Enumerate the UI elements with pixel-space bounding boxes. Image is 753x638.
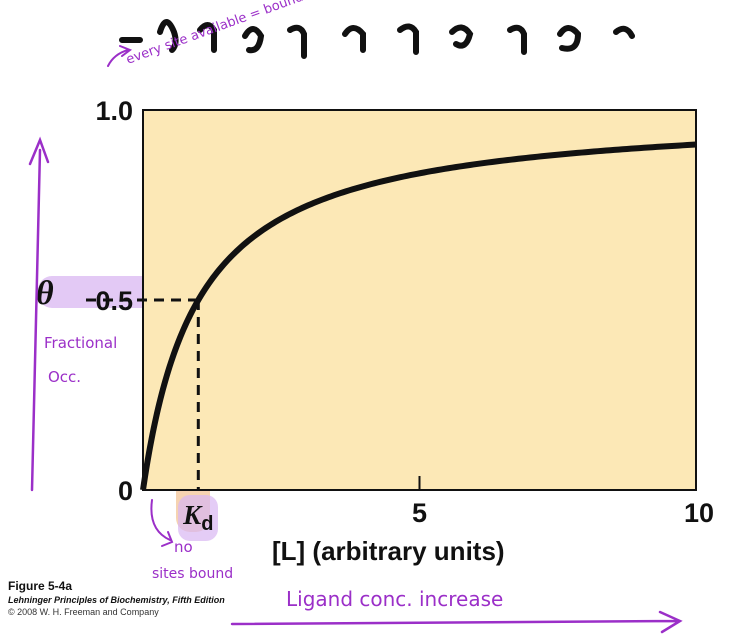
caption-book: Lehninger Principles of Biochemistry, Fi… — [8, 595, 225, 605]
figure-caption: Figure 5-4a Lehninger Principles of Bioc… — [8, 579, 225, 617]
x-arrow-icon — [230, 610, 683, 634]
x-axis-label: [L] (arbitrary units) — [272, 536, 505, 566]
x-note: Ligand conc. increase — [286, 587, 503, 611]
top-note: every site available = bound — [124, 0, 305, 68]
y-axis-label-theta: θ — [36, 275, 54, 312]
caption-figure: Figure 5-4a — [8, 579, 72, 593]
bottom-note-line-1: no — [174, 538, 193, 556]
highlight-purple-kd-label — [178, 495, 218, 541]
y-arrow-icon — [28, 136, 50, 492]
y-tick-label-1.0: 1.0 — [95, 96, 133, 126]
kd-label-k: K — [182, 500, 203, 530]
top-note-arrow-icon — [107, 45, 133, 67]
y-note-line-2: Occ. — [48, 368, 81, 386]
caption-copyright: © 2008 W. H. Freeman and Company — [8, 607, 159, 617]
plot-area — [142, 109, 697, 491]
bottom-note-line-2: sites bound — [152, 566, 233, 582]
y-note-line-1: Fractional — [44, 334, 117, 352]
y-tick-label-0: 0 — [118, 476, 133, 506]
binding-curve — [140, 141, 697, 491]
x-tick-label-5: 5 — [412, 498, 427, 528]
y-tick-label-0.5: 0.5 — [95, 286, 133, 316]
bottom-note-arrow-icon — [150, 499, 174, 547]
x-tick-label-10: 10 — [684, 498, 714, 528]
kd-label-subscript: d — [201, 513, 213, 535]
kd-tick-label: Kd — [182, 500, 213, 535]
cropped-header-text — [119, 19, 635, 59]
